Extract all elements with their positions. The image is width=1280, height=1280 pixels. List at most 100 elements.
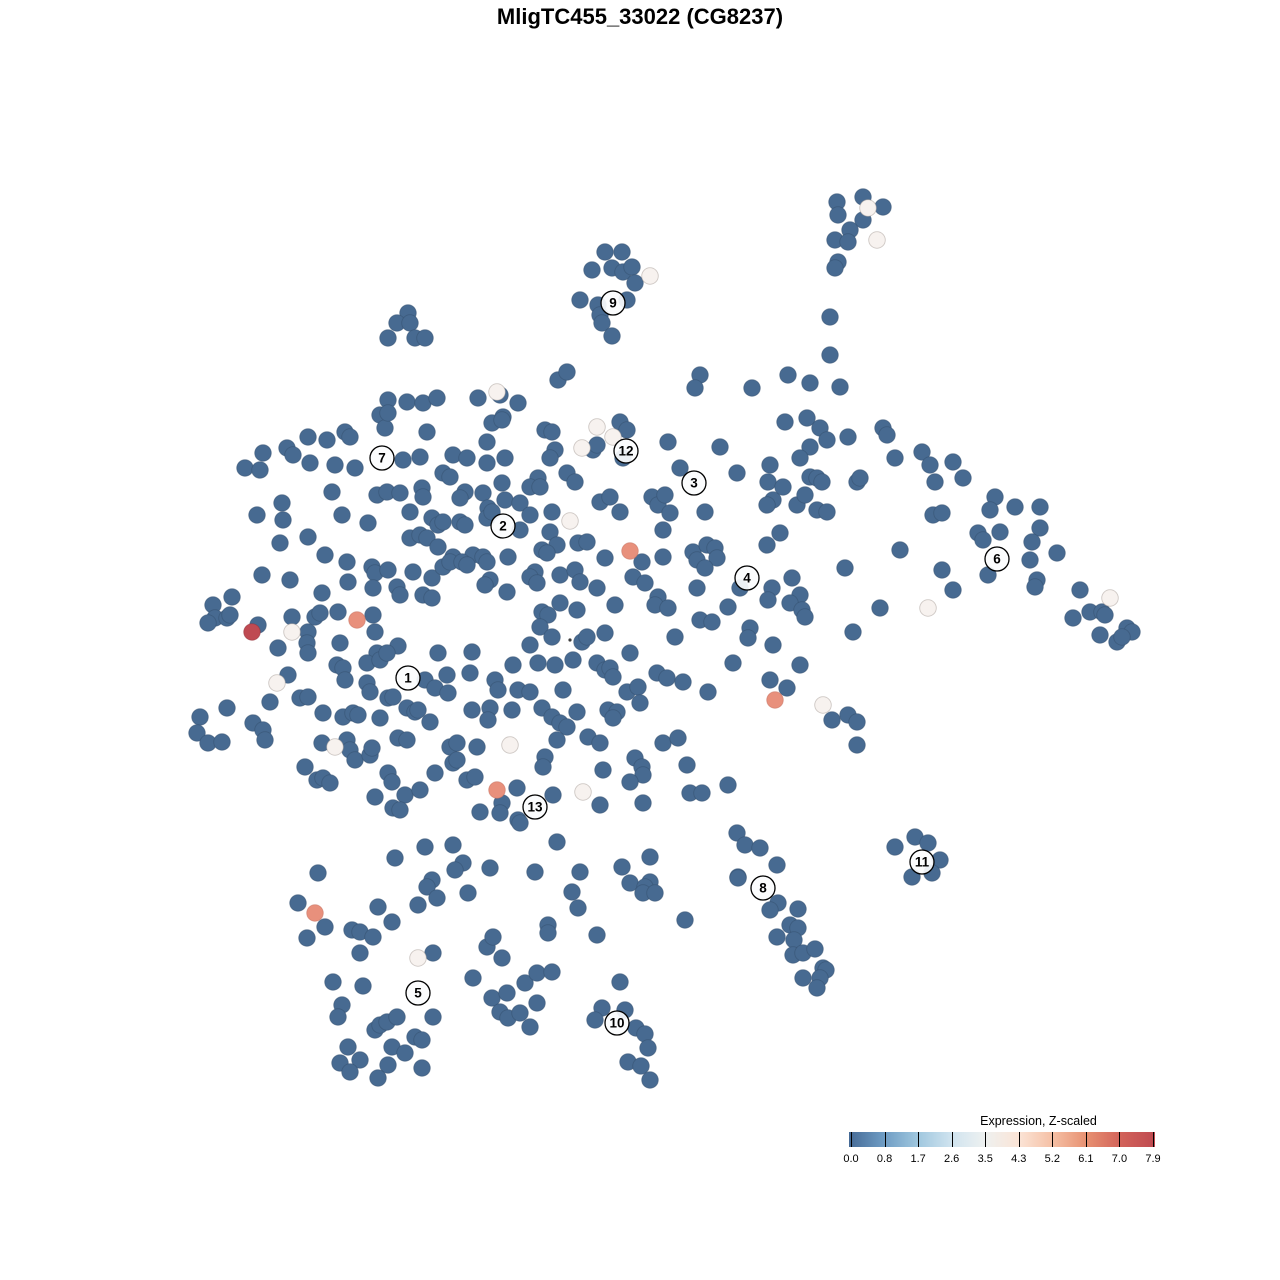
data-point-blue: [469, 389, 487, 407]
cluster-label-text: 9: [609, 296, 617, 311]
cluster-label-circle: [750, 875, 776, 901]
data-point-blue: [839, 233, 857, 251]
data-point-blue: [829, 206, 847, 224]
data-point-blue: [379, 404, 397, 422]
data-point-blue: [659, 599, 677, 617]
data-point-blue: [351, 944, 369, 962]
data-point-blue: [341, 1063, 359, 1081]
data-point-pink: [306, 904, 324, 922]
data-point-blue: [1021, 551, 1039, 569]
data-point-blue: [451, 489, 469, 507]
data-point-blue: [361, 683, 379, 701]
data-point-blue: [586, 1011, 604, 1029]
data-point-white: [326, 738, 344, 756]
data-point-blue: [981, 501, 999, 519]
data-point-blue: [411, 448, 429, 466]
data-point-blue: [596, 624, 614, 642]
data-point-blue: [526, 863, 544, 881]
data-point-blue: [429, 538, 447, 556]
data-point-blue: [383, 913, 401, 931]
cluster-label-text: 4: [743, 571, 751, 586]
data-point-blue: [484, 928, 502, 946]
data-point-white: [409, 949, 427, 967]
data-point-blue: [743, 379, 761, 397]
data-point-blue: [191, 708, 209, 726]
cluster-label-text: 12: [618, 444, 633, 459]
data-point-blue: [339, 1038, 357, 1056]
data-point-blue: [493, 411, 511, 429]
data-point-pink: [766, 691, 784, 709]
data-point-blue: [509, 394, 527, 412]
data-point-blue: [261, 693, 279, 711]
data-point-blue: [329, 603, 347, 621]
data-point-blue: [613, 243, 631, 261]
data-point-blue: [369, 1069, 387, 1087]
cluster-label-6: 6: [984, 546, 1010, 572]
data-point-blue: [493, 474, 511, 492]
data-point-blue: [213, 733, 231, 751]
cluster-label-circle: [734, 565, 760, 591]
data-point-blue: [761, 901, 779, 919]
data-point-blue: [558, 363, 576, 381]
cluster-label-text: 2: [499, 519, 507, 534]
data-point-blue: [323, 483, 341, 501]
data-point-blue: [458, 556, 476, 574]
data-point-blue: [851, 469, 869, 487]
data-point-blue: [468, 738, 486, 756]
data-point-blue: [398, 731, 416, 749]
data-point-blue: [548, 833, 566, 851]
data-point-blue: [521, 506, 539, 524]
data-point-blue: [511, 494, 529, 512]
data-point-blue: [379, 329, 397, 347]
data-point-white: [574, 783, 592, 801]
data-point-blue: [659, 433, 677, 451]
data-point-blue: [764, 636, 782, 654]
data-point-blue: [1031, 498, 1049, 516]
data-point-blue: [426, 764, 444, 782]
data-point-blue: [409, 701, 427, 719]
data-point-blue: [739, 629, 757, 647]
data-point-blue: [688, 579, 706, 597]
data-point-white: [1101, 589, 1119, 607]
data-point-blue: [566, 473, 584, 491]
data-point-blue: [708, 549, 726, 567]
data-point-blue: [388, 1008, 406, 1026]
data-point-blue: [944, 453, 962, 471]
data-point-blue: [729, 869, 747, 887]
data-point-blue: [621, 644, 639, 662]
data-point-blue: [379, 561, 397, 579]
data-point-blue: [654, 521, 672, 539]
data-point-blue: [476, 576, 494, 594]
data-point-white: [268, 674, 286, 692]
data-point-blue: [921, 456, 939, 474]
cluster-label-4: 4: [734, 565, 760, 591]
data-point-blue: [386, 849, 404, 867]
data-point-blue: [543, 423, 561, 441]
data-point-blue: [546, 656, 564, 674]
data-point-blue: [848, 713, 866, 731]
data-point-blue: [1031, 519, 1049, 537]
data-point-blue: [658, 669, 676, 687]
data-point-blue: [283, 608, 301, 626]
data-point-blue: [594, 761, 612, 779]
data-point-blue: [548, 731, 566, 749]
data-point-blue: [379, 1056, 397, 1074]
data-point-blue: [404, 563, 422, 581]
data-point-blue: [611, 503, 629, 521]
cluster-label-text: 13: [527, 800, 543, 815]
data-point-blue: [591, 734, 609, 752]
data-point-blue: [1091, 626, 1109, 644]
data-point-blue: [349, 706, 367, 724]
data-point-blue: [779, 366, 797, 384]
data-point-blue: [1026, 578, 1044, 596]
data-point-blue: [199, 614, 217, 632]
data-point-blue: [396, 786, 414, 804]
data-point-blue: [944, 581, 962, 599]
data-point-blue: [696, 559, 714, 577]
data-point-blue: [758, 536, 776, 554]
data-point-white: [561, 512, 579, 530]
data-point-blue: [434, 513, 452, 531]
data-point-blue: [571, 573, 589, 591]
data-point-blue: [768, 856, 786, 874]
